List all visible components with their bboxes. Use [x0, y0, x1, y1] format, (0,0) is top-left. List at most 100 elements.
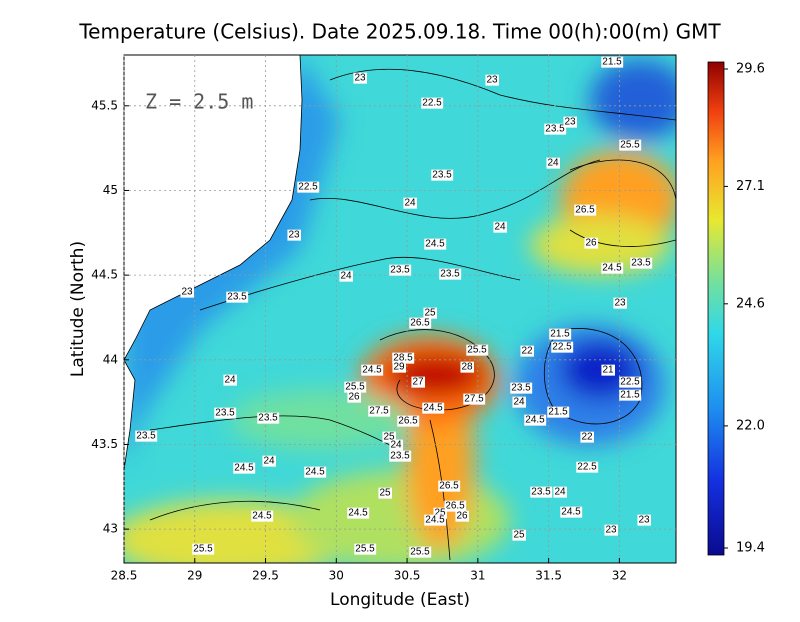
contour-label: 26	[585, 238, 597, 249]
contour-label-bg	[344, 381, 367, 393]
contour-label-bg	[214, 407, 237, 419]
x-tick-label: 32	[612, 569, 627, 583]
x-tick-label: 30.5	[394, 569, 421, 583]
contour-label: 24.5	[362, 365, 382, 376]
contour-label-bg	[354, 543, 377, 555]
contour-label: 24.5	[234, 463, 254, 474]
y-tick-label: 45	[103, 183, 118, 197]
contour-label: 23.5	[511, 383, 531, 394]
contour-label: 25	[513, 530, 525, 541]
contour-label: 23	[605, 525, 617, 536]
contour-label: 26	[348, 392, 360, 403]
contour-label: 23.5	[631, 258, 651, 269]
contour-label: 25.5	[355, 544, 375, 555]
contour-label: 26.5	[398, 416, 418, 427]
contour-label: 26.5	[410, 318, 430, 329]
contour-label: 24	[224, 375, 236, 386]
contour-label-bg	[422, 402, 445, 414]
contour-label-bg	[546, 157, 560, 169]
colorbar-tick-label: 29.6	[736, 62, 765, 77]
y-tick-label: 44.5	[91, 268, 118, 282]
contour-label: 21	[602, 365, 614, 376]
contour-label-bg	[601, 364, 615, 376]
contour-label-bg	[544, 123, 567, 135]
contour-label-bg	[584, 237, 598, 249]
contour-label: 24.5	[561, 507, 581, 518]
contour-label-bg	[389, 264, 412, 276]
contour-label-bg	[601, 56, 624, 68]
contour-label: 26.5	[439, 481, 459, 492]
contour-label: 22	[521, 346, 533, 357]
contour-label: 24.5	[252, 511, 272, 522]
y-axis-label: Latitude (North)	[68, 241, 88, 377]
contour-label: 24.5	[525, 415, 545, 426]
contour-label: 27.5	[464, 394, 484, 405]
contour-label-bg	[180, 286, 194, 298]
contour-label-bg	[455, 510, 469, 522]
contour-label-bg	[619, 389, 642, 401]
contour-label-bg	[223, 374, 237, 386]
contour-label: 22.5	[298, 182, 318, 193]
contour-label: 25	[434, 508, 446, 519]
contour-label: 23.5	[390, 265, 410, 276]
contour-label: 26	[456, 511, 468, 522]
contour-label-bg	[630, 257, 653, 269]
contour-label: 23	[181, 287, 193, 298]
contour-label: 23.5	[531, 487, 551, 498]
contour-label: 23	[564, 117, 576, 128]
contour-label-bg	[560, 506, 583, 518]
contour-label-bg	[382, 431, 396, 443]
plot-frame	[123, 54, 677, 564]
contour-label: 24	[404, 198, 416, 209]
contour-label: 24.5	[348, 508, 368, 519]
contour-label-bg	[297, 181, 320, 193]
colorbar-tick-label: 27.1	[736, 179, 765, 194]
contour-label: 23.5	[440, 269, 460, 280]
contour-label: 23.5	[390, 451, 410, 462]
contour-label: 24.5	[423, 403, 443, 414]
contour-label-bg	[637, 514, 651, 526]
contour-label: 27.5	[369, 406, 389, 417]
contour-label-bg	[409, 317, 432, 329]
contour-label: 24	[494, 222, 506, 233]
y-tick-label: 44	[103, 352, 118, 366]
contour-label: 23	[614, 298, 626, 309]
contour-label: 24.5	[602, 263, 622, 274]
contour-label: 23.5	[258, 413, 278, 424]
contour-label-bg	[421, 97, 444, 109]
contour-label-bg	[192, 543, 215, 555]
contour-label: 24	[547, 158, 559, 169]
x-tick-label: 31	[470, 569, 485, 583]
contour-label-bg	[361, 364, 384, 376]
contour-label-bg	[530, 486, 553, 498]
temperature-field	[124, 55, 676, 563]
contour-label-bg	[551, 341, 574, 353]
contour-label: 28.5	[393, 353, 413, 364]
contour-label-bg	[576, 461, 599, 473]
x-tick-label: 28.5	[111, 569, 138, 583]
contour-label-bg	[547, 406, 570, 418]
contour-label-bg	[510, 382, 533, 394]
colorbar-tick-label: 22.0	[736, 418, 765, 433]
contour-label-bg	[520, 345, 534, 357]
contour-label-bg	[397, 415, 420, 427]
contour-label: 25.5	[467, 345, 487, 356]
contour-label: 25.5	[193, 544, 213, 555]
contour-label-bg	[347, 391, 361, 403]
contour-label-bg	[389, 439, 403, 451]
colorbar-tick-label: 19.4	[736, 541, 765, 556]
contour-label: 27	[412, 377, 424, 388]
contour-label: 25	[379, 488, 391, 499]
contour-label-bg	[424, 514, 447, 526]
contour-label: 21.5	[550, 329, 570, 340]
contour-label: 24.5	[305, 467, 325, 478]
contour-label: 22.5	[422, 98, 442, 109]
contour-label: 21.5	[620, 390, 640, 401]
contour-label-bg	[392, 361, 406, 373]
contour-label-bg	[409, 546, 432, 558]
contour-label: 25	[424, 308, 436, 319]
contour-label-bg	[424, 238, 447, 250]
x-tick-label: 31.5	[535, 569, 562, 583]
contour-label-bg	[439, 268, 462, 280]
